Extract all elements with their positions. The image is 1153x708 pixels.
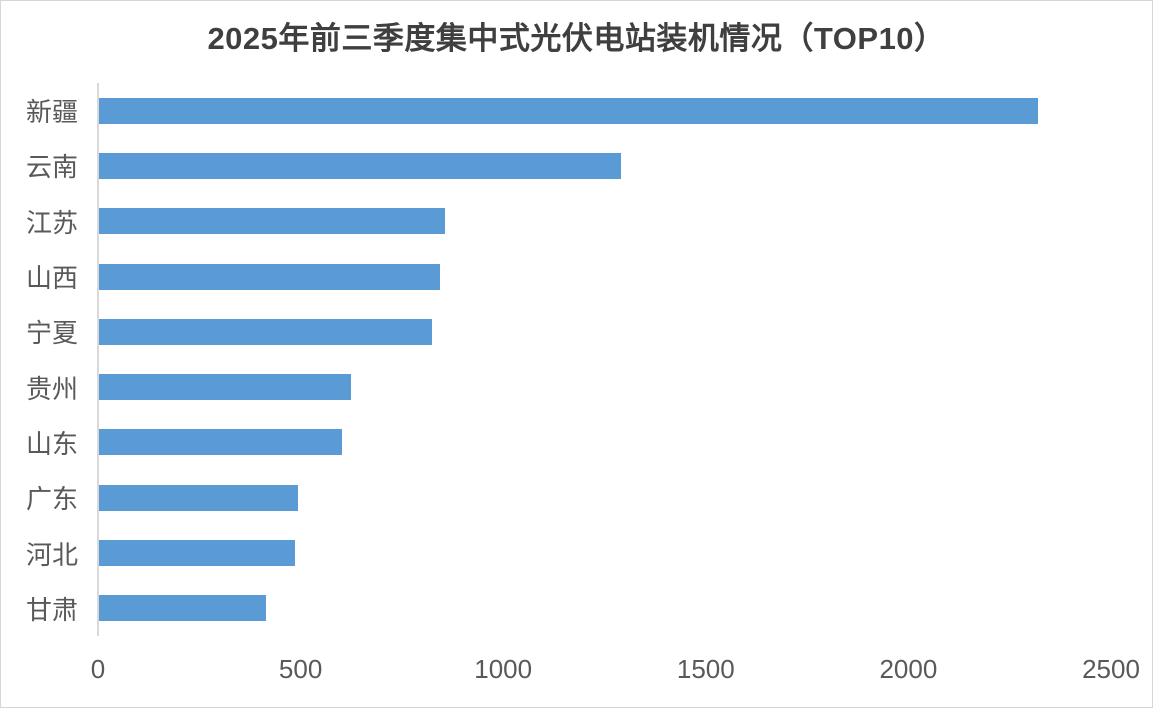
bar-山西 [98,263,441,290]
bar-row: 广东 [1,470,1111,525]
category-label: 广东 [25,484,78,515]
chart-title: 2025年前三季度集中式光伏电站装机情况（TOP10） [207,21,946,56]
category-axis-line [97,83,99,636]
bar-row: 甘肃 [1,581,1111,636]
bar-row: 河北 [1,525,1111,580]
x-tick-label: 1500 [676,654,735,684]
bar-甘肃 [98,595,267,622]
bar-广东 [98,484,298,511]
bar-新疆 [98,97,1039,124]
category-label: 甘肃 [25,594,78,625]
bar-row: 宁夏 [1,304,1111,359]
bar-area [98,470,1111,525]
bar-宁夏 [98,318,433,345]
bar-row: 新疆 [1,83,1111,138]
category-label: 山西 [25,263,78,294]
x-tick-label: 1000 [474,654,533,684]
category-label: 宁夏 [25,318,78,349]
bar-row: 云南 [1,138,1111,193]
bar-江苏 [98,208,446,235]
bar-area [98,138,1111,193]
bar-area [98,581,1111,636]
bar-贵州 [98,374,352,401]
bar-area [98,359,1111,414]
bar-area [98,194,1111,249]
x-tick-label: 2500 [1082,654,1140,684]
x-tick-label: 500 [278,654,323,684]
plot-area: 新疆云南江苏山西宁夏贵州山东广东河北甘肃 [1,83,1111,636]
category-label: 河北 [25,539,78,570]
category-label: 新疆 [25,97,78,128]
category-label: 云南 [25,152,78,183]
bar-河北 [98,540,295,567]
bar-area [98,249,1111,304]
bar-row: 山西 [1,249,1111,304]
bar-云南 [98,152,621,179]
bar-area [98,415,1111,470]
x-tick-label: 2000 [879,654,938,684]
category-label: 江苏 [25,207,78,238]
bar-area [98,304,1111,359]
x-axis-tick-labels: 0 500 1000 1500 2000 2500 [91,651,1140,687]
x-tick-label: 0 [90,654,106,684]
bar-area [98,525,1111,580]
bar-area [98,83,1111,138]
bar-山东 [98,429,342,456]
category-label: 贵州 [25,373,78,404]
category-label: 山东 [25,428,78,459]
bar-row: 贵州 [1,359,1111,414]
bar-row: 山东 [1,415,1111,470]
bar-row: 江苏 [1,194,1111,249]
